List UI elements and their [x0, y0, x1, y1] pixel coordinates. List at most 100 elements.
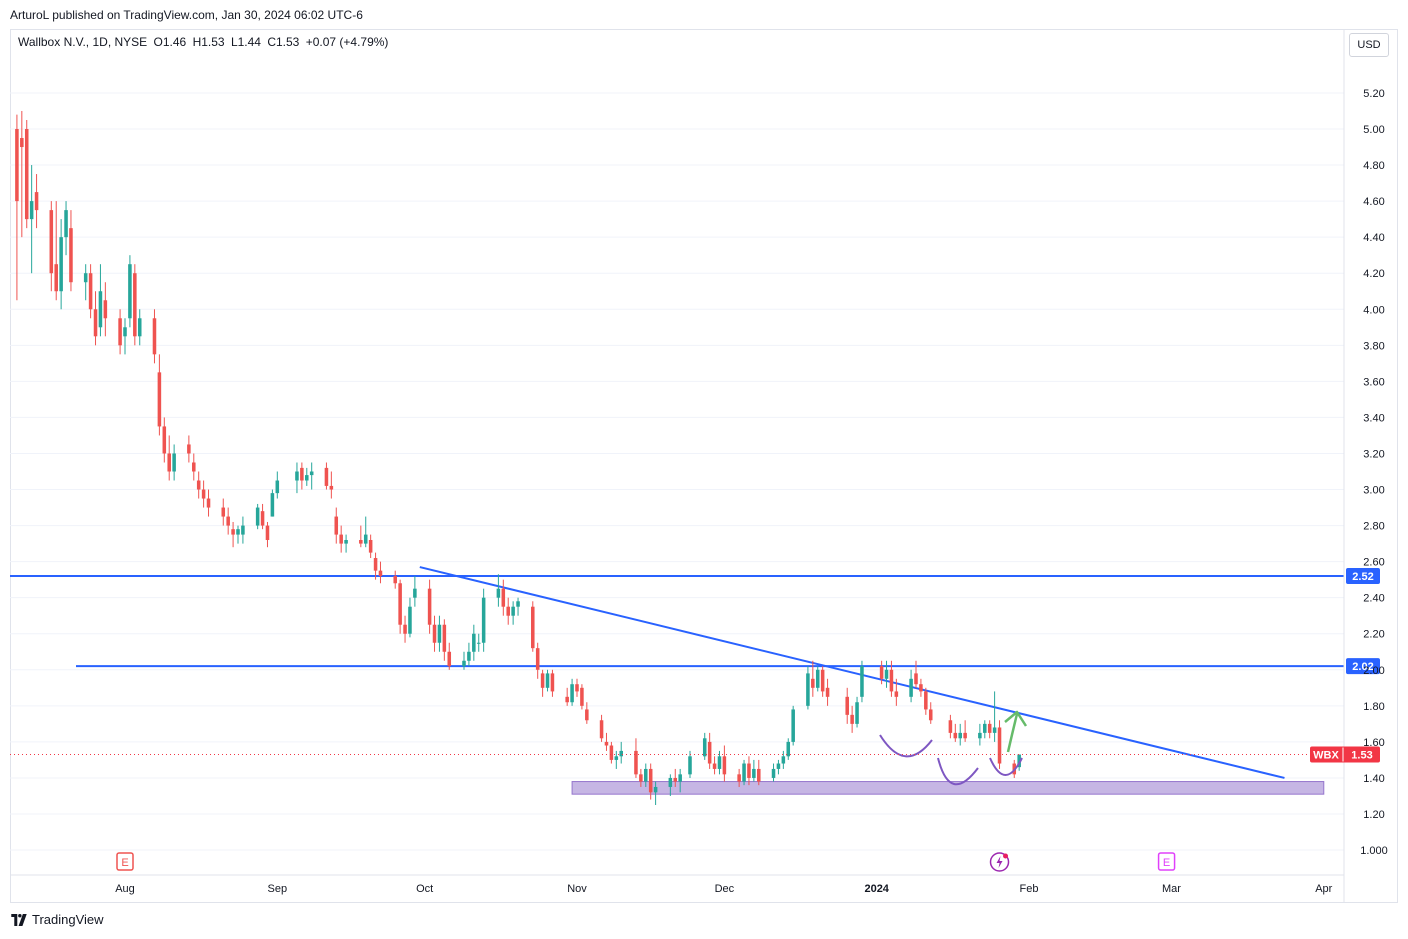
earnings-marker[interactable]: E: [116, 852, 134, 871]
horizontal-levels[interactable]: 2.52 2.02: [10, 568, 1380, 675]
candle-body: [368, 540, 373, 553]
candle: [152, 309, 157, 364]
candle: [427, 579, 432, 634]
candle: [958, 723, 962, 746]
candle: [476, 633, 481, 652]
candle-body: [786, 741, 791, 757]
candle: [403, 615, 407, 643]
time-tick-label: Oct: [416, 883, 433, 895]
candle: [604, 732, 609, 751]
price-tick-label: 2.60: [1363, 557, 1384, 569]
candle-body: [678, 774, 682, 782]
candle-body: [467, 651, 471, 661]
candle: [987, 720, 992, 739]
cup-arc-2[interactable]: [937, 757, 979, 786]
legend-open: O1.46: [153, 35, 187, 49]
candle-body: [462, 660, 466, 667]
candle: [339, 525, 343, 553]
candle-body: [983, 723, 987, 733]
last-price-tag: [1310, 746, 1380, 763]
candle-body: [565, 696, 569, 703]
candle: [467, 642, 471, 667]
trendline-group[interactable]: [419, 566, 1285, 779]
candle-body: [702, 738, 707, 757]
candle-body: [373, 558, 378, 571]
candle: [609, 741, 614, 764]
cup-arc-1[interactable]: [879, 734, 933, 758]
candle: [978, 723, 982, 746]
support-zone-rect[interactable]: [571, 781, 1325, 795]
candle-body: [506, 606, 510, 616]
price-axis[interactable]: 5.20 5.00 4.80 4.60 4.40 4.20 4.00 3.80 3.60 3.40…: [1360, 88, 1388, 857]
candle-body: [339, 534, 343, 544]
candle: [103, 282, 108, 337]
trendline[interactable]: [419, 566, 1285, 779]
earnings-marker[interactable]: E: [1157, 852, 1176, 871]
candle: [83, 264, 88, 301]
candle-body: [845, 696, 849, 715]
candle-body: [476, 642, 481, 644]
candle: [29, 165, 34, 274]
candle-body: [653, 786, 658, 793]
candle: [550, 669, 555, 697]
candle: [260, 503, 265, 530]
candle-body: [948, 720, 953, 733]
candle-body: [928, 709, 933, 721]
candle: [924, 687, 928, 715]
candle-body: [997, 727, 1002, 764]
candle: [634, 738, 638, 778]
candle: [64, 201, 68, 256]
earnings-icon: [1157, 852, 1176, 871]
candle: [393, 570, 397, 589]
breakout-arrow[interactable]: [1006, 713, 1019, 753]
time-tick-label: Mar: [1162, 883, 1181, 895]
candle-body: [437, 624, 442, 643]
candle-body: [737, 774, 741, 782]
candle-body: [575, 684, 579, 692]
legend-change: +0.07 (+4.79%): [305, 35, 389, 49]
time-axis[interactable]: Aug Sep Oct Nov Dec 2024 Feb Mar Apr: [115, 883, 1332, 895]
candle: [20, 110, 24, 238]
candle: [133, 264, 137, 346]
candle: [747, 756, 751, 786]
candle: [752, 759, 756, 782]
level-tag-label: 2.52: [1352, 571, 1373, 583]
candle: [570, 678, 574, 706]
footer-brand[interactable]: TradingView: [10, 912, 104, 927]
candle: [815, 666, 820, 692]
candle-body: [771, 768, 776, 778]
candle: [983, 720, 987, 739]
candle-body: [432, 624, 437, 643]
candle: [206, 489, 211, 517]
candle-body: [634, 750, 638, 775]
candle: [845, 687, 849, 724]
last-price-marker: WBX 1.53: [10, 746, 1380, 763]
candle: [639, 768, 643, 787]
dividend-marker[interactable]: [989, 852, 1010, 872]
candle-body: [398, 583, 402, 625]
candle: [811, 660, 815, 697]
cup-arc-3[interactable]: [989, 757, 1023, 776]
legend-close: C1.53: [267, 35, 300, 49]
candle: [187, 435, 191, 463]
candle-body: [393, 576, 397, 584]
candle-body: [378, 570, 383, 577]
candle-body: [305, 475, 309, 481]
candle: [472, 624, 476, 661]
candle-body: [442, 624, 447, 652]
candle: [781, 750, 786, 769]
candle: [540, 669, 545, 697]
candle: [447, 642, 452, 670]
candle: [668, 774, 673, 796]
drawings[interactable]: [879, 710, 1028, 786]
earnings-icon: [116, 852, 134, 871]
candle: [894, 678, 899, 706]
currency-button[interactable]: USD: [1349, 33, 1389, 57]
candle: [545, 669, 550, 692]
level-tag: [1346, 658, 1380, 675]
price-tick-label: 4.80: [1363, 160, 1384, 172]
candle-body: [712, 763, 717, 769]
candles: [15, 110, 1021, 805]
